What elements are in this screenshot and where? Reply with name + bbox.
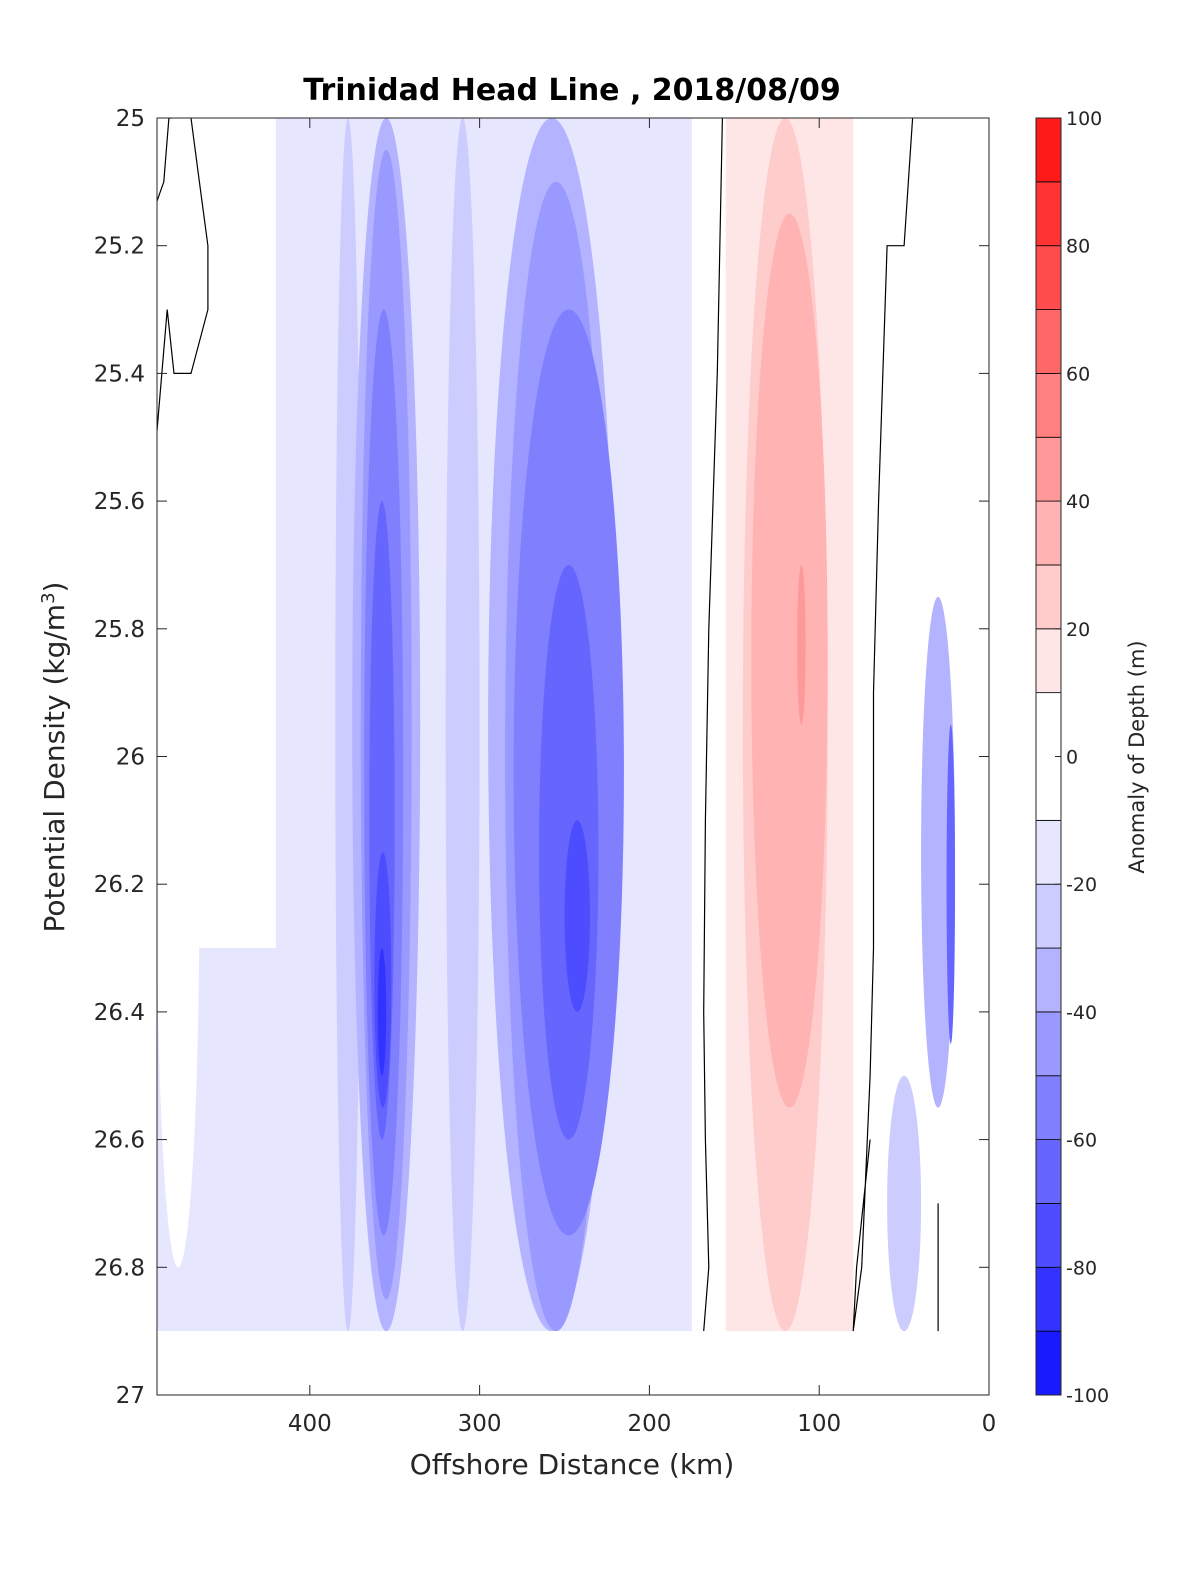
colorbar-band xyxy=(1035,1266,1062,1332)
colorbar: 100 80 60 40 20 0 -20 -40 -60 -80 -100 xyxy=(1035,108,1109,1407)
y-axis-title-end: ) xyxy=(38,582,71,593)
colorbar-band xyxy=(1035,1139,1062,1204)
colorbar-band xyxy=(1035,181,1062,247)
zero-contour-3 xyxy=(852,118,914,1332)
contour-field-22 xyxy=(946,724,956,1044)
colorbar-band xyxy=(1035,819,1062,885)
y-axis: 25 25.2 25.4 25.6 25.8 26 26.2 26.4 26.6 26.8 27 xyxy=(94,106,989,1409)
colorbar-tick-label: 100 xyxy=(1066,108,1102,130)
colorbar-band xyxy=(1035,117,1062,183)
no-data-region xyxy=(157,1331,989,1395)
colorbar-tick-label: -100 xyxy=(1066,1385,1109,1407)
y-axis-title: Potential Density (kg/m3) xyxy=(38,582,72,933)
x-axis-title: Offshore Distance (km) xyxy=(410,1448,735,1481)
contour-field-2 xyxy=(309,118,344,1332)
colorbar-tick-label: 40 xyxy=(1066,491,1090,513)
contour-field-21 xyxy=(921,596,956,1108)
y-tick-label: 26.6 xyxy=(94,1128,145,1154)
contour-field-9 xyxy=(377,948,387,1076)
y-tick-label: 26.8 xyxy=(94,1255,145,1281)
colorbar-tick-label: -40 xyxy=(1066,1002,1097,1024)
y-tick-label: 25 xyxy=(116,106,145,132)
colorbar-tick-label: 80 xyxy=(1066,236,1090,258)
x-tick-label: 100 xyxy=(797,1411,841,1437)
colorbar-tick-label: -60 xyxy=(1066,1130,1097,1152)
x-tick-label: 200 xyxy=(627,1411,671,1437)
y-axis-title-superscript: 3 xyxy=(38,592,59,603)
colorbar-band xyxy=(1035,1075,1062,1140)
y-tick-label: 25.6 xyxy=(94,489,145,515)
y-tick-label: 26 xyxy=(116,745,145,771)
colorbar-band xyxy=(1035,309,1062,374)
colorbar-band xyxy=(1035,628,1062,694)
contour-field-10 xyxy=(445,118,480,1332)
x-axis: 400 300 200 100 0 xyxy=(288,118,996,1437)
chart-title: Trinidad Head Line , 2018/08/09 xyxy=(303,73,840,108)
colorbar-tick-label: 0 xyxy=(1066,747,1078,769)
contour-field-16 xyxy=(657,118,684,1332)
y-tick-label: 26.2 xyxy=(94,872,145,898)
y-tick-label: 25.8 xyxy=(94,617,145,643)
colorbar-band xyxy=(1035,372,1062,438)
colorbar-band xyxy=(1035,245,1062,310)
zero-contour-2 xyxy=(703,118,723,1332)
colorbar-title: Anomaly of Depth (m) xyxy=(1125,640,1149,873)
contour-field-18 xyxy=(751,213,828,1108)
y-axis-title-main: Potential Density (kg/m xyxy=(38,604,71,933)
y-tick-label: 25.2 xyxy=(94,234,145,260)
contour-field-3 xyxy=(335,118,361,1332)
colorbar-tick-label: 60 xyxy=(1066,363,1090,385)
colorbar-band xyxy=(1035,947,1062,1013)
colorbar-band xyxy=(1035,1011,1062,1077)
zero-contour-0 xyxy=(157,118,209,431)
contour-field-1 xyxy=(199,1011,234,1268)
colorbar-band xyxy=(1035,436,1062,502)
colorbar-tick-label: -80 xyxy=(1066,1257,1097,1279)
colorbar-tick-label: 20 xyxy=(1066,619,1090,641)
colorbar-band xyxy=(1035,883,1062,949)
colorbar-band xyxy=(1035,1330,1062,1396)
y-tick-label: 27 xyxy=(116,1383,145,1409)
x-tick-label: 400 xyxy=(288,1411,332,1437)
x-tick-label: 300 xyxy=(458,1411,502,1437)
contour-field-0 xyxy=(157,513,200,1268)
zero-contour-1 xyxy=(157,118,173,202)
y-tick-label: 25.4 xyxy=(94,361,145,387)
colorbar-band xyxy=(1035,1203,1062,1268)
contour-field-15 xyxy=(564,820,590,1012)
contour-field-19 xyxy=(797,564,806,725)
colorbar-band xyxy=(1035,500,1062,566)
zero-contour-lines xyxy=(157,118,939,1332)
contour-field-20 xyxy=(887,1075,922,1332)
colorbar-tick-label: -20 xyxy=(1066,874,1097,896)
contour-fields xyxy=(157,118,989,1395)
plot-area xyxy=(157,118,989,1395)
colorbar-band xyxy=(1035,564,1062,630)
x-tick-label: 0 xyxy=(982,1411,997,1437)
y-tick-label: 26.4 xyxy=(94,1000,145,1026)
